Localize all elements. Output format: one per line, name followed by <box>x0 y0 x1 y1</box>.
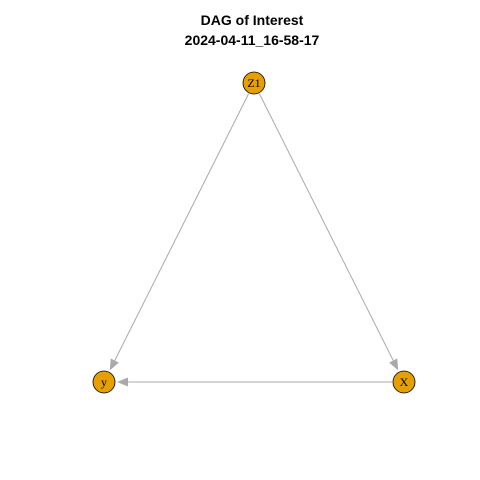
edge-line <box>114 93 250 361</box>
edge-z1-to-y <box>109 93 250 371</box>
diagram-title: DAG of Interest <box>201 12 304 28</box>
arrowhead-icon <box>117 377 128 387</box>
node-label: X <box>400 375 409 389</box>
edge-x-to-y <box>117 377 392 387</box>
diagram-subtitle: 2024-04-11_16-58-17 <box>185 32 320 48</box>
node-label: y <box>101 375 107 389</box>
node-circle <box>392 370 416 394</box>
edge-z1-to-x <box>258 93 399 371</box>
node-x: X <box>392 370 416 394</box>
arrowhead-icon <box>389 358 399 371</box>
node-circle <box>92 370 116 394</box>
arrowhead-icon <box>109 358 119 371</box>
node-label: Z1 <box>247 76 260 90</box>
node-y: y <box>92 370 116 394</box>
edge-line <box>258 93 394 361</box>
edges-layer <box>109 93 399 387</box>
node-z1: Z1 <box>242 71 266 95</box>
node-circle <box>242 71 266 95</box>
nodes-layer: Z1 y X <box>92 71 416 394</box>
